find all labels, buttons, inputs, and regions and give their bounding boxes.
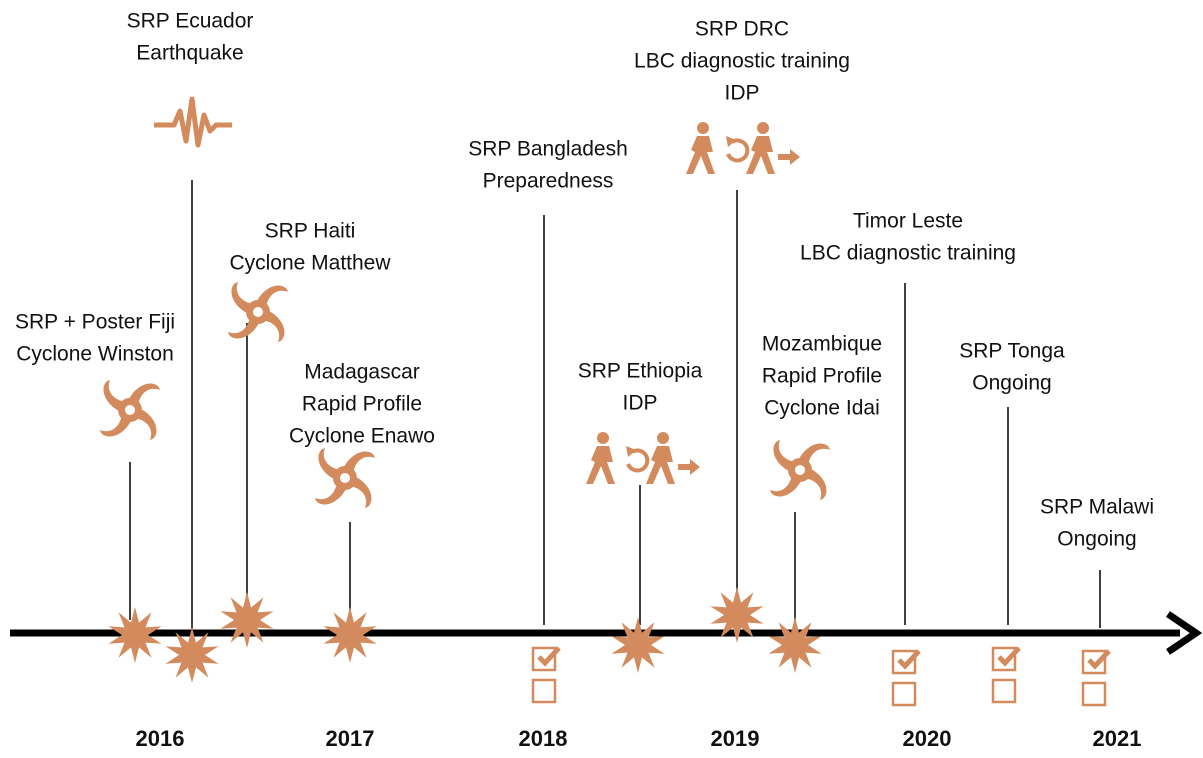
burst-icon: [165, 627, 219, 683]
event-label: SRP Bangladesh: [468, 138, 628, 161]
burst-icon: [611, 617, 665, 673]
checkbox-icon: [891, 649, 921, 707]
cyclone-eye: [795, 465, 805, 475]
event-label: SRP + Poster Fiji: [15, 311, 175, 334]
exit-arrow: [778, 149, 800, 165]
checkbox: [1081, 649, 1107, 675]
event-label: SRP Tonga: [959, 340, 1065, 363]
year-label: 2017: [326, 726, 375, 751]
idp-arrow: [726, 138, 750, 163]
event-label: Cyclone Matthew: [229, 252, 391, 275]
checkbox: [991, 646, 1017, 672]
event-label: Madagascar: [304, 361, 420, 384]
cyclone-icon: [315, 448, 375, 508]
cyclone-icon: [100, 380, 160, 440]
checkbox: [1081, 681, 1107, 707]
event-label: Rapid Profile: [302, 393, 422, 416]
checkbox-icon: [1081, 649, 1111, 707]
event-label: Cyclone Winston: [16, 343, 174, 366]
checkbox: [991, 678, 1017, 704]
checkbox-icon: [531, 646, 561, 704]
person-body: [646, 446, 675, 484]
person-head: [697, 122, 709, 134]
burst-icon: [768, 617, 822, 673]
idp-icon: [586, 432, 700, 484]
event-label: LBC diagnostic training: [634, 50, 850, 73]
year-label: 2016: [136, 726, 185, 751]
burst-icon: [108, 607, 162, 663]
burst-icon: [220, 592, 274, 648]
event-label: Cyclone Enawo: [289, 425, 435, 448]
checkbox-icon: [991, 646, 1021, 704]
cyclone-icon: [770, 440, 830, 500]
burst-icon: [710, 587, 764, 643]
year-label: 2020: [903, 726, 952, 751]
checkbox: [531, 646, 557, 672]
person-body: [746, 136, 775, 174]
burst-icon: [323, 607, 377, 663]
person-head: [597, 432, 609, 444]
axis-arrow: [1166, 611, 1203, 655]
event-label: Ongoing: [972, 372, 1051, 395]
event-label: Rapid Profile: [762, 365, 882, 388]
idp-arrow: [626, 448, 650, 473]
event-label: SRP Malawi: [1040, 496, 1154, 519]
event-label: SRP Haiti: [265, 220, 356, 243]
event-label: SRP Ecuador: [127, 10, 254, 33]
event-label: Cyclone Idai: [764, 397, 880, 420]
event-label: Preparedness: [483, 170, 614, 193]
cyclone-eye: [125, 405, 135, 415]
event-label: Ongoing: [1057, 528, 1136, 551]
event-label: Mozambique: [762, 333, 882, 356]
year-label: 2021: [1093, 726, 1142, 751]
checkbox: [891, 649, 917, 675]
person-head: [657, 432, 669, 444]
exit-arrow: [678, 459, 700, 475]
person-body: [586, 446, 615, 484]
event-label: Earthquake: [136, 42, 243, 65]
idp-arrowhead: [626, 446, 636, 457]
event-label: IDP: [724, 82, 759, 105]
event-label: LBC diagnostic training: [800, 242, 1016, 265]
earthquake-icon: [154, 96, 232, 148]
event-label: IDP: [622, 392, 657, 415]
cyclone-icon: [228, 282, 288, 342]
cyclone-eye: [340, 473, 350, 483]
checkbox: [891, 681, 917, 707]
check-mark: [997, 646, 1021, 667]
check-mark: [1087, 649, 1111, 670]
cyclone-eye: [253, 307, 263, 317]
idp-icon: [686, 122, 800, 174]
event-label: SRP Ethiopia: [578, 360, 703, 383]
idp-arrowhead: [726, 136, 736, 147]
event-label: Timor Leste: [853, 210, 963, 233]
year-label: 2018: [519, 726, 568, 751]
person-head: [757, 122, 769, 134]
person-body: [686, 136, 715, 174]
checkbox: [531, 678, 557, 704]
check-mark: [897, 649, 921, 670]
year-label: 2019: [711, 726, 760, 751]
check-mark: [537, 646, 561, 667]
event-label: SRP DRC: [695, 18, 789, 41]
